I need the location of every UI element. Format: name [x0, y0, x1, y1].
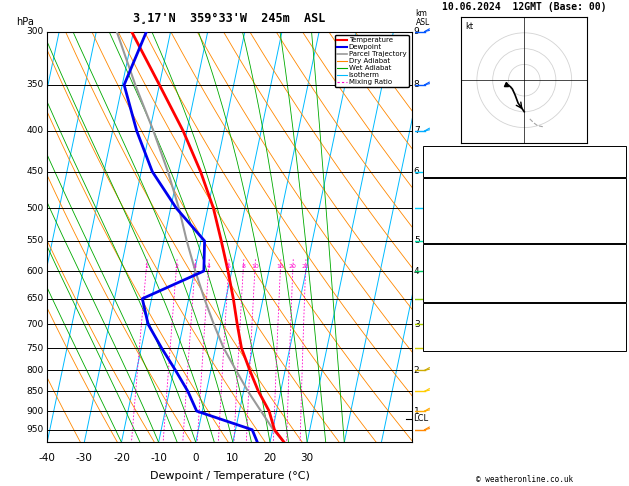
Text: 900: 900	[26, 407, 43, 416]
Text: 4: 4	[206, 264, 211, 269]
Text: CAPE (J): CAPE (J)	[425, 224, 463, 233]
Text: -40: -40	[39, 452, 55, 463]
Text: 10: 10	[251, 264, 259, 269]
Text: 62: 62	[614, 292, 623, 301]
Text: Lifted Index: Lifted Index	[425, 273, 482, 282]
Text: 3: 3	[414, 320, 420, 329]
Text: 9: 9	[414, 27, 420, 36]
Text: 512: 512	[609, 282, 623, 291]
Text: 6: 6	[226, 264, 230, 269]
Text: Most Unstable: Most Unstable	[492, 245, 557, 255]
Text: 2: 2	[414, 366, 420, 375]
Text: 2.44: 2.44	[604, 167, 623, 176]
Text: PW (cm): PW (cm)	[425, 167, 459, 176]
Text: 350: 350	[26, 80, 43, 89]
Text: 600: 600	[26, 266, 43, 276]
Text: 6: 6	[414, 167, 420, 176]
Text: Pressure (mb): Pressure (mb)	[425, 254, 487, 263]
Text: kt: kt	[465, 22, 473, 31]
Text: StmDir: StmDir	[425, 331, 454, 341]
Text: 700: 700	[26, 320, 43, 329]
Text: -10: -10	[150, 452, 167, 463]
Text: Lifted Index: Lifted Index	[425, 215, 482, 224]
Text: -3: -3	[614, 215, 623, 224]
Text: θe (K): θe (K)	[425, 264, 454, 273]
Text: 8: 8	[241, 264, 245, 269]
Text: 3: 3	[192, 264, 197, 269]
Text: Dewp (°C): Dewp (°C)	[425, 197, 468, 206]
Text: 23.8: 23.8	[604, 188, 623, 197]
Text: 12: 12	[614, 341, 623, 350]
Text: 333: 333	[609, 206, 623, 215]
Text: 2: 2	[174, 264, 178, 269]
Text: StmSpd (kt): StmSpd (kt)	[425, 341, 477, 350]
Text: 0: 0	[192, 452, 199, 463]
Text: 20: 20	[289, 264, 297, 269]
Text: 512: 512	[609, 224, 623, 233]
Text: 7: 7	[414, 126, 420, 136]
Text: 16: 16	[276, 264, 284, 269]
Legend: Temperature, Dewpoint, Parcel Trajectory, Dry Adiabat, Wet Adiabat, Isotherm, Mi: Temperature, Dewpoint, Parcel Trajectory…	[335, 35, 408, 87]
Text: 21: 21	[614, 148, 623, 157]
Text: 3¸17'N  359°33'W  245m  ASL: 3¸17'N 359°33'W 245m ASL	[133, 13, 326, 25]
Text: -3: -3	[614, 273, 623, 282]
Text: 950: 950	[26, 425, 43, 434]
Text: SREH: SREH	[425, 322, 444, 331]
Text: CIN (J): CIN (J)	[425, 233, 459, 242]
Text: -30: -30	[76, 452, 92, 463]
Text: hPa: hPa	[16, 17, 34, 28]
Text: 500: 500	[26, 204, 43, 212]
Text: 800: 800	[26, 366, 43, 375]
Text: km
ASL: km ASL	[416, 9, 430, 28]
Text: 10: 10	[226, 452, 240, 463]
Text: 25: 25	[301, 264, 309, 269]
Text: 1: 1	[414, 407, 420, 416]
Text: 20: 20	[264, 452, 277, 463]
Text: Hodograph: Hodograph	[502, 304, 547, 313]
Text: Surface: Surface	[507, 179, 542, 189]
Text: 46: 46	[614, 157, 623, 166]
Text: 300: 300	[26, 27, 43, 36]
Text: CAPE (J): CAPE (J)	[425, 282, 463, 291]
Text: 30: 30	[301, 452, 314, 463]
Text: 1: 1	[144, 264, 148, 269]
Text: 650: 650	[26, 294, 43, 303]
Text: 5: 5	[414, 237, 420, 245]
Text: 850: 850	[26, 387, 43, 396]
Text: Totals Totals: Totals Totals	[425, 157, 487, 166]
Text: 10.06.2024  12GMT (Base: 00): 10.06.2024 12GMT (Base: 00)	[442, 2, 606, 12]
Text: 450: 450	[26, 167, 43, 176]
Text: Dewpoint / Temperature (°C): Dewpoint / Temperature (°C)	[150, 471, 309, 481]
Text: -14: -14	[609, 313, 623, 322]
Text: 333: 333	[609, 264, 623, 273]
Text: CIN (J): CIN (J)	[425, 292, 459, 301]
Text: 985: 985	[609, 254, 623, 263]
Text: 16.6: 16.6	[604, 197, 623, 206]
Text: -20: -20	[113, 452, 130, 463]
Text: 251°: 251°	[604, 331, 623, 341]
Text: Temp (°C): Temp (°C)	[425, 188, 468, 197]
Text: 550: 550	[26, 237, 43, 245]
Text: Mixing Ratio (g/kg): Mixing Ratio (g/kg)	[444, 197, 453, 277]
Text: 8: 8	[414, 80, 420, 89]
Text: EH: EH	[425, 313, 435, 322]
Text: 62: 62	[614, 233, 623, 242]
Text: 400: 400	[26, 126, 43, 136]
Text: 4: 4	[414, 266, 420, 276]
Text: K: K	[425, 148, 430, 157]
Text: LCL: LCL	[413, 414, 428, 423]
Text: 750: 750	[26, 344, 43, 353]
Text: θe(K): θe(K)	[425, 206, 449, 215]
Text: 6: 6	[618, 322, 623, 331]
Text: © weatheronline.co.uk: © weatheronline.co.uk	[476, 474, 573, 484]
